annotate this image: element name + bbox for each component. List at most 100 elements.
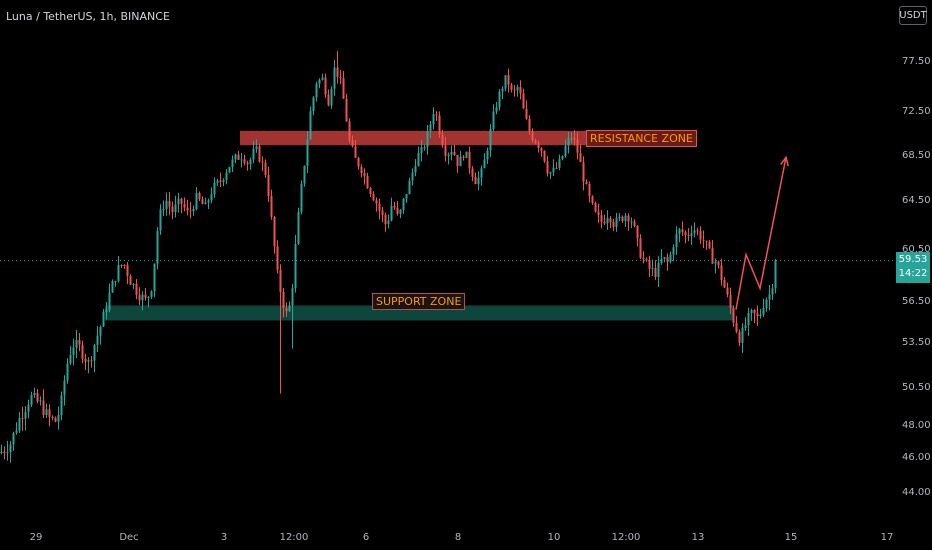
candle-body [306, 139, 309, 166]
candle-body [765, 299, 768, 309]
candle-body [411, 172, 414, 181]
candle-body [606, 218, 609, 224]
candle-body [120, 264, 123, 266]
candle-body [483, 159, 486, 169]
candle-body [570, 138, 573, 140]
price-tick-label: 44.00 [902, 487, 931, 498]
candle-body [135, 283, 138, 295]
candle-body [417, 153, 420, 167]
candle-body [747, 313, 750, 326]
candle-body [474, 176, 477, 184]
candle-body [720, 265, 723, 280]
candle-body [270, 196, 273, 218]
price-tick-label: 56.50 [902, 296, 931, 307]
candle-body [624, 215, 627, 222]
price-tick-label: 72.50 [902, 106, 931, 117]
candle-body [171, 206, 174, 213]
candle-body [477, 177, 480, 184]
candle-body [642, 257, 645, 259]
candle-body [741, 328, 744, 343]
candle-body [519, 86, 522, 94]
candle-body [714, 261, 717, 264]
candle-body [216, 180, 219, 183]
candle-body [267, 175, 270, 197]
candle-body [159, 209, 162, 231]
candle-body [426, 131, 429, 148]
candle-body [528, 118, 531, 132]
candle-body [408, 180, 411, 195]
candle-body [162, 209, 165, 211]
candle-body [759, 314, 762, 317]
candle-body [297, 211, 300, 244]
chart-title: Luna / TetherUS, 1h, BINANCE [6, 10, 170, 23]
candle-body [54, 417, 57, 422]
candle-body [636, 225, 639, 239]
candle-body [576, 139, 579, 153]
projection-path [735, 157, 787, 310]
candle-body [330, 88, 333, 106]
current-price-value: 59.53 [898, 254, 928, 265]
candle-body [681, 229, 684, 233]
candle-body [678, 229, 681, 234]
candle-body [108, 292, 111, 310]
candle-body [90, 360, 93, 362]
candle-body [438, 115, 441, 135]
time-tick-label: 17 [881, 532, 894, 543]
candle-body [588, 183, 591, 197]
candle-body [471, 168, 474, 177]
candle-body [21, 418, 24, 420]
candle-body [333, 67, 336, 89]
candle-body [357, 157, 360, 167]
candle-body [480, 168, 483, 178]
zones-layer [105, 130, 733, 321]
candle-body [489, 129, 492, 151]
candle-body [294, 243, 297, 288]
price-axis[interactable]: 44.00 46.00 48.00 50.50 53.50 56.50 60.50 64.50… [902, 56, 931, 498]
candle-body [189, 210, 192, 212]
candle-body [309, 111, 312, 140]
candle-body [9, 444, 12, 453]
time-axis[interactable]: 29 Dec 3 12:00 6 8 10 12:00 13 15 17 [30, 532, 894, 543]
current-price-tag: 59.53 14:22 [896, 252, 930, 283]
candle-body [141, 294, 144, 301]
candle-body [144, 294, 147, 298]
candle-body [543, 150, 546, 162]
candle-body [249, 159, 252, 165]
candle-body [246, 162, 249, 165]
candle-body [57, 414, 60, 422]
candle-body [375, 200, 378, 204]
candle-body [696, 230, 699, 232]
candle-body [114, 280, 117, 282]
candle-body [762, 308, 765, 315]
price-tick-label: 50.50 [902, 382, 931, 393]
candle-body [363, 173, 366, 177]
candle-body [555, 167, 558, 169]
candle-body [699, 230, 702, 240]
support-zone [105, 305, 733, 321]
candle-body [525, 108, 528, 119]
time-tick-label: 12:00 [280, 532, 309, 543]
candle-body [105, 309, 108, 312]
candle-body [579, 152, 582, 163]
candle-body [708, 241, 711, 248]
candle-body [360, 166, 363, 174]
candle-body [111, 281, 114, 293]
candle-body [285, 308, 288, 312]
candle-body [771, 288, 774, 295]
candle-body [39, 400, 42, 402]
candle-body [498, 91, 501, 108]
candle-body [585, 181, 588, 184]
candle-body [231, 159, 234, 167]
candle-body [276, 246, 279, 270]
currency-unit-button[interactable]: USDT [899, 6, 927, 25]
price-tick-label: 60.50 [902, 244, 931, 255]
candle-body [684, 232, 687, 236]
candle-body [15, 430, 18, 433]
candle-body [756, 313, 759, 317]
candle-body [405, 194, 408, 199]
candle-body [318, 79, 321, 84]
candle-body [234, 154, 237, 160]
candle-body [534, 140, 537, 144]
candle-body [507, 75, 510, 85]
